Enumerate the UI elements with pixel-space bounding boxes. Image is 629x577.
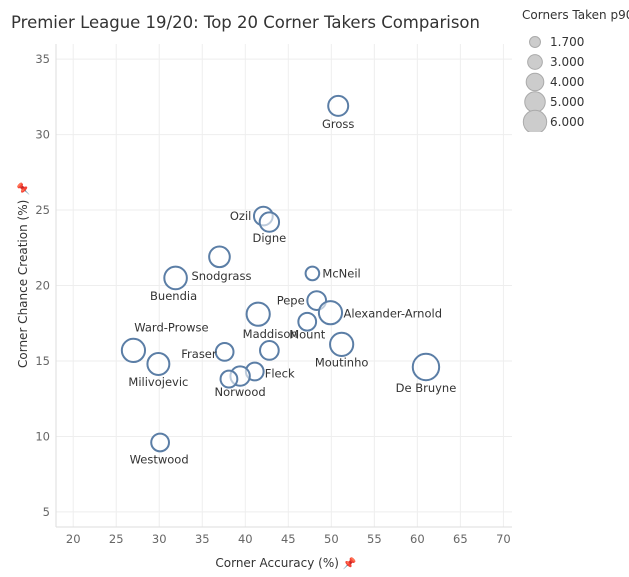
data-point [245,301,271,327]
x-tick-label: 35 [195,532,210,546]
data-label: Mount [289,328,326,342]
data-point [214,342,235,362]
legend-label: 5.000 [550,95,584,109]
pin-icon[interactable]: 📌 [342,557,357,570]
data-point [329,331,355,357]
y-tick-label: 30 [35,128,50,142]
data-point [163,265,188,291]
data-label: De Bruyne [396,381,457,395]
x-tick-label: 50 [324,532,339,546]
y-tick-label: 10 [35,429,50,443]
y-tick-label: 20 [35,279,50,293]
legend-label: 6.000 [550,115,584,129]
data-point [317,300,344,326]
y-tick-label: 35 [35,52,50,66]
data-point [258,211,281,233]
x-axis-label: Corner Accuracy (%) [215,556,339,570]
data-point [150,432,170,453]
chart-title: Premier League 19/20: Top 20 Corner Take… [11,13,480,32]
data-label: Maddison [243,327,298,341]
x-axis-title: Corner Accuracy (%) 📌 [215,556,356,570]
legend-title: Corners Taken p90 [522,8,629,22]
data-point [411,352,441,382]
data-label: Digne [253,231,287,245]
data-point [219,369,239,389]
x-tick-label: 65 [453,532,468,546]
data-label: Buendia [150,289,197,303]
legend-marker [524,91,546,113]
y-axis-title: Corner Chance Creation (%) 📌 [16,182,30,368]
data-point [304,265,321,282]
data-label: Moutinho [315,355,369,369]
legend-label: 1.700 [550,35,584,49]
legend-marker [525,72,545,92]
x-tick-label: 40 [238,532,253,546]
data-label: Westwood [130,452,189,466]
data-label: Alexander-Arnold [343,307,442,321]
data-label: Fraser [181,347,217,361]
data-label: Gross [322,117,354,131]
legend-label: 3.000 [550,55,584,69]
data-label: Milivojevic [128,375,188,389]
legend-marker [529,36,541,48]
data-label: Snodgrass [191,269,251,283]
legend-entries: 1.700 3.000 4.000 5.000 6.000 [522,35,584,135]
data-label: Pepe [277,294,305,308]
x-tick-label: 30 [152,532,167,546]
data-label: McNeil [322,266,360,280]
data-point [327,94,350,117]
x-tick-label: 20 [66,532,81,546]
data-point [120,337,147,364]
y-tick-label: 15 [35,354,50,368]
y-tick-label: 5 [43,505,50,519]
y-tick-label: 25 [35,203,50,217]
x-tick-label: 25 [109,532,124,546]
x-tick-label: 60 [410,532,425,546]
x-tick-label: 55 [367,532,382,546]
x-tick-label: 45 [281,532,296,546]
data-point [146,352,171,376]
x-tick-label: 70 [496,532,511,546]
data-label: Fleck [265,367,295,381]
data-point [259,340,280,361]
legend-marker [522,109,548,135]
data-label: Norwood [215,385,266,399]
legend-marker [527,54,543,70]
data-point [208,245,231,269]
legend-label: 4.000 [550,75,584,89]
data-label: Ward-Prowse [134,320,208,334]
data-label: Ozil [230,209,251,223]
data-point [297,311,318,332]
y-axis-label: Corner Chance Creation (%) [16,199,30,368]
pin-icon[interactable]: 📌 [17,182,30,196]
size-legend: Corners Taken p90 1.700 3.000 4.000 5.000 6.… [520,8,629,136]
